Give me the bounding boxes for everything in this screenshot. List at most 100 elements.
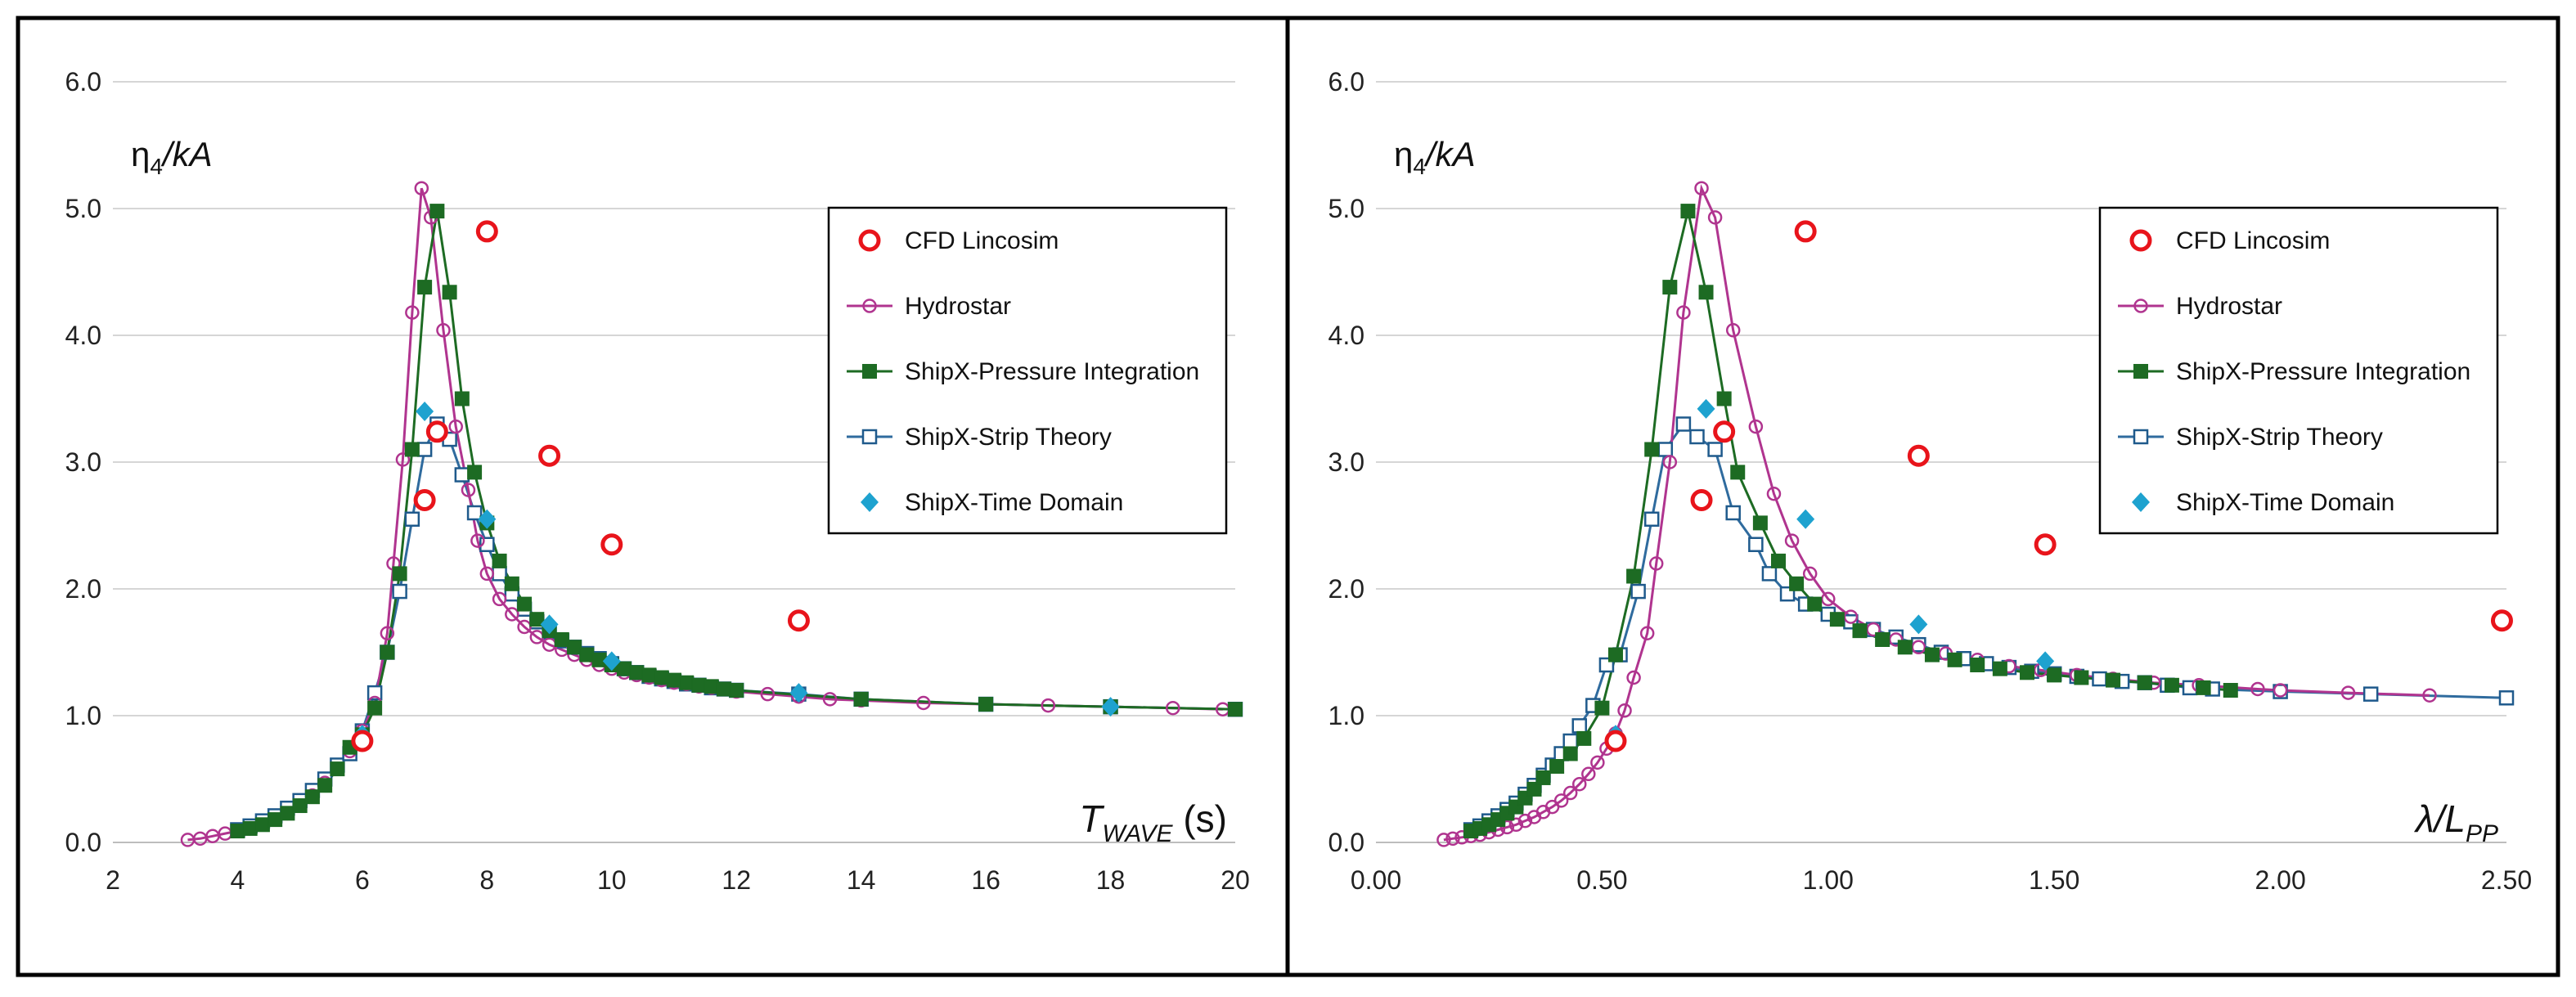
point-shipx-pressure-integration [2223, 683, 2238, 698]
point-cfd-lincosim [538, 444, 561, 467]
point-shipx-pressure-integration [1852, 623, 1868, 639]
legend-marker [861, 429, 878, 445]
point-shipx-pressure-integration [641, 667, 657, 683]
point-cfd-lincosim [413, 489, 436, 511]
point-hydrostar [1639, 626, 1655, 640]
point-hydrostar [916, 695, 931, 711]
point-shipx-pressure-integration [579, 647, 595, 662]
point-hydrostar [1436, 833, 1451, 847]
legend-label: CFD Lincosim [2176, 227, 2330, 254]
point-shipx-pressure-integration [492, 553, 507, 568]
point-shipx-time-domain [1697, 398, 1715, 419]
point-shipx-pressure-integration [567, 640, 582, 655]
point-shipx-pressure-integration [230, 824, 245, 839]
point-cfd-lincosim [2490, 609, 2513, 632]
point-shipx-pressure-integration [1562, 746, 1578, 761]
point-shipx-pressure-integration [1526, 781, 1542, 797]
y-tick-label: 1.0 [1328, 701, 1364, 730]
y-axis-label: η4/kA [1394, 135, 1476, 179]
legend-item-hydrostar: Hydrostar [2118, 293, 2282, 320]
legend-marker [862, 364, 877, 379]
point-shipx-pressure-integration [978, 697, 994, 712]
point-shipx-strip-theory [404, 511, 420, 527]
y-tick-label: 0.0 [65, 828, 101, 857]
point-cfd-lincosim [2034, 533, 2057, 556]
point-shipx-pressure-integration [242, 820, 258, 836]
legend-item-hydrostar: Hydrostar [847, 293, 1011, 320]
point-hydrostar [2250, 681, 2265, 697]
point-shipx-pressure-integration [1662, 280, 1678, 295]
point-shipx-pressure-integration [2047, 667, 2062, 683]
point-shipx-strip-theory [1675, 416, 1692, 432]
legend-label: Hydrostar [2176, 293, 2282, 320]
point-hydrostar [2340, 685, 2356, 700]
point-shipx-pressure-integration [1947, 652, 1962, 667]
point-shipx-pressure-integration [1897, 640, 1913, 655]
legend-box [2098, 206, 2499, 535]
point-hydrostar [1766, 487, 1782, 501]
point-hydrostar [1041, 698, 1056, 713]
point-shipx-pressure-integration [654, 670, 669, 685]
point-shipx-pressure-integration [1992, 661, 2007, 676]
legend-label: ShipX-Strip Theory [2176, 424, 2383, 451]
point-shipx-pressure-integration [691, 677, 707, 693]
point-shipx-strip-theory [2362, 686, 2379, 702]
point-shipx-pressure-integration [2074, 670, 2089, 685]
point-shipx-strip-theory [2092, 671, 2107, 687]
point-hydrostar [822, 692, 838, 707]
point-cfd-lincosim [600, 533, 623, 556]
point-hydrostar [1626, 670, 1641, 685]
point-cfd-lincosim [1604, 730, 1627, 752]
y-tick-label: 5.0 [1328, 194, 1364, 223]
point-hydrostar [1562, 785, 1578, 801]
point-shipx-pressure-integration [392, 566, 407, 582]
point-cfd-lincosim [1713, 420, 1736, 443]
legend: CFD Lincosim Hydrostar ShipX-Pressure Inte… [827, 206, 1228, 535]
point-hydrostar [1694, 181, 1709, 195]
legend-label: ShipX-Time Domain [2176, 489, 2394, 516]
point-hydrostar [1707, 210, 1723, 225]
x-tick-label: 6 [355, 865, 370, 895]
point-shipx-pressure-integration [1807, 596, 1823, 612]
point-shipx-pressure-integration [1716, 391, 1732, 406]
point-shipx-pressure-integration [504, 576, 519, 591]
point-shipx-pressure-integration [330, 761, 345, 777]
point-shipx-time-domain [540, 614, 559, 635]
point-shipx-strip-theory [392, 583, 407, 600]
point-shipx-pressure-integration [2020, 665, 2035, 680]
point-hydrostar [380, 626, 395, 640]
point-hydrostar [1888, 632, 1904, 647]
legend-label: Hydrostar [905, 293, 1011, 320]
point-shipx-strip-theory [492, 566, 507, 582]
point-shipx-pressure-integration [2196, 680, 2211, 695]
point-shipx-time-domain [1101, 697, 1120, 717]
point-shipx-pressure-integration [380, 644, 395, 660]
x-tick-label: 2.00 [2255, 865, 2305, 895]
y-tick-label: 2.0 [1328, 574, 1364, 604]
point-shipx-pressure-integration [292, 798, 308, 814]
point-shipx-pressure-integration [629, 665, 645, 680]
point-hydrostar [1166, 700, 1180, 716]
point-hydrostar [1572, 776, 1587, 792]
point-hydrostar [470, 533, 485, 548]
point-shipx-pressure-integration [617, 661, 632, 676]
point-shipx-strip-theory [1689, 429, 1705, 445]
point-hydrostar [1676, 305, 1691, 320]
point-shipx-pressure-integration [454, 391, 470, 406]
x-tick-label: 14 [847, 865, 876, 895]
point-hydrostar [1725, 323, 1741, 338]
point-shipx-strip-theory [466, 505, 483, 521]
point-shipx-strip-theory [1707, 442, 1723, 457]
legend-marker [2132, 492, 2150, 512]
legend-marker [858, 229, 881, 252]
point-shipx-pressure-integration [1626, 568, 1642, 584]
point-shipx-pressure-integration [417, 280, 433, 295]
legend-item-shipx-strip-theory: ShipX-Strip Theory [2118, 424, 2383, 451]
point-hydrostar [1581, 766, 1596, 782]
legend-marker [2133, 299, 2148, 313]
point-hydrostar [1508, 817, 1524, 833]
point-shipx-time-domain [1909, 614, 1928, 635]
legend-item-cfd-lincosim: CFD Lincosim [2129, 227, 2330, 254]
